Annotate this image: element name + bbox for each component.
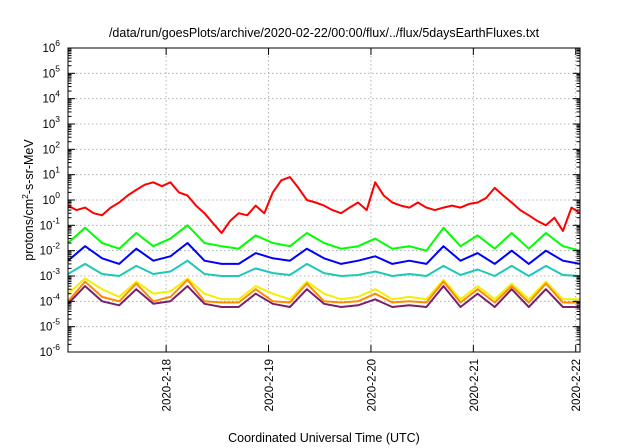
y-tick-labels: 10-6 10-5 10-4 10-3 10-2 10-1 100 101 102 103 104 1… bbox=[40, 38, 61, 359]
y-tick-label: 10-5 bbox=[40, 317, 61, 334]
series-line bbox=[67, 176, 581, 234]
grid bbox=[68, 48, 580, 352]
y-axis-label-superscript: 2 bbox=[20, 194, 30, 199]
y-tick-label: 10-4 bbox=[40, 291, 61, 308]
series-line bbox=[67, 285, 580, 308]
x-tick-label: 2020-2-21 bbox=[469, 359, 481, 411]
y-tick-label: 10-1 bbox=[40, 215, 61, 232]
x-tick-label: 2020-2-22 bbox=[571, 359, 583, 411]
y-tick-label: 106 bbox=[42, 38, 60, 55]
y-tick-label: 10-6 bbox=[40, 342, 61, 359]
x-tick-labels: 2020-2-18 2020-2-19 2020-2-20 2020-2-21 2020… bbox=[162, 359, 584, 411]
series-line bbox=[67, 224, 581, 252]
x-tick-label: 2020-2-19 bbox=[264, 359, 276, 411]
chart-title: /data/run/goesPlots/archive/2020-02-22/0… bbox=[109, 26, 540, 40]
x-tick-label: 2020-2-20 bbox=[366, 359, 378, 411]
y-tick-label: 103 bbox=[42, 114, 60, 131]
y-axis-label-part: protons/cm bbox=[22, 199, 36, 261]
series-line bbox=[67, 278, 580, 304]
y-axis-label: protons/cm2-s-sr-MeV bbox=[20, 139, 36, 261]
ticks bbox=[68, 47, 580, 353]
series-line bbox=[67, 242, 581, 265]
y-tick-label: 104 bbox=[42, 89, 60, 106]
series-layer bbox=[67, 176, 581, 308]
y-axis-label-part: -s-sr-MeV bbox=[22, 139, 36, 195]
y-tick-label: 10-3 bbox=[40, 266, 61, 283]
x-axis-label: Coordinated Universal Time (UTC) bbox=[228, 431, 420, 445]
y-tick-label: 10-2 bbox=[40, 241, 61, 258]
series-line bbox=[67, 277, 580, 301]
series-line bbox=[67, 259, 581, 277]
y-tick-label: 102 bbox=[42, 139, 60, 156]
y-tick-label: 101 bbox=[42, 165, 60, 182]
y-tick-label: 105 bbox=[42, 63, 60, 80]
y-tick-label: 100 bbox=[42, 190, 60, 207]
x-tick-label: 2020-2-18 bbox=[162, 359, 174, 411]
